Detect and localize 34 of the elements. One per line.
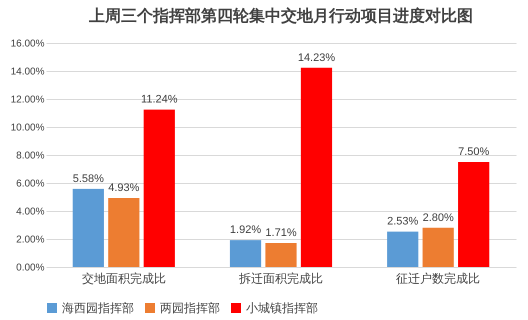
bar [422,228,454,267]
bar [72,188,104,267]
legend-label: 海西园指挥部 [62,301,134,315]
y-tick-label: 10.00% [10,122,45,134]
x-tick-label: 交地面积完成比 [82,272,166,286]
x-tick-label: 征迁户数完成比 [396,272,480,286]
data-label: 2.53% [387,216,419,228]
data-label: 1.92% [230,224,262,236]
chart-title: 上周三个指挥部第四轮集中交地月行动项目进度对比图 [88,6,473,25]
bar [230,240,262,267]
y-tick-label: 16.00% [10,38,45,50]
data-label: 14.23% [298,52,336,64]
bar [265,243,297,267]
data-label: 7.50% [458,146,490,158]
data-label: 5.58% [72,172,104,185]
y-tick-label: 6.00% [16,178,45,190]
legend-label: 小城镇指挥部 [246,301,318,315]
data-label: 1.71% [265,227,297,240]
data-label: 2.80% [422,212,454,224]
y-tick-label: 8.00% [16,150,45,162]
y-tick-label: 0.00% [16,262,45,274]
y-tick-label: 2.00% [16,234,45,246]
bar [300,68,332,267]
y-tick-label: 4.00% [16,206,45,218]
legend-label: 两园指挥部 [160,301,220,315]
bar [387,232,418,267]
data-label: 4.93% [108,182,140,194]
x-tick-label: 拆迁面积完成比 [238,272,323,286]
bar [108,198,140,267]
y-tick-label: 14.00% [10,66,45,78]
bar [458,162,490,267]
bar [144,110,175,267]
y-tick-label: 12.00% [10,94,45,106]
data-label: 11.24% [141,94,178,106]
